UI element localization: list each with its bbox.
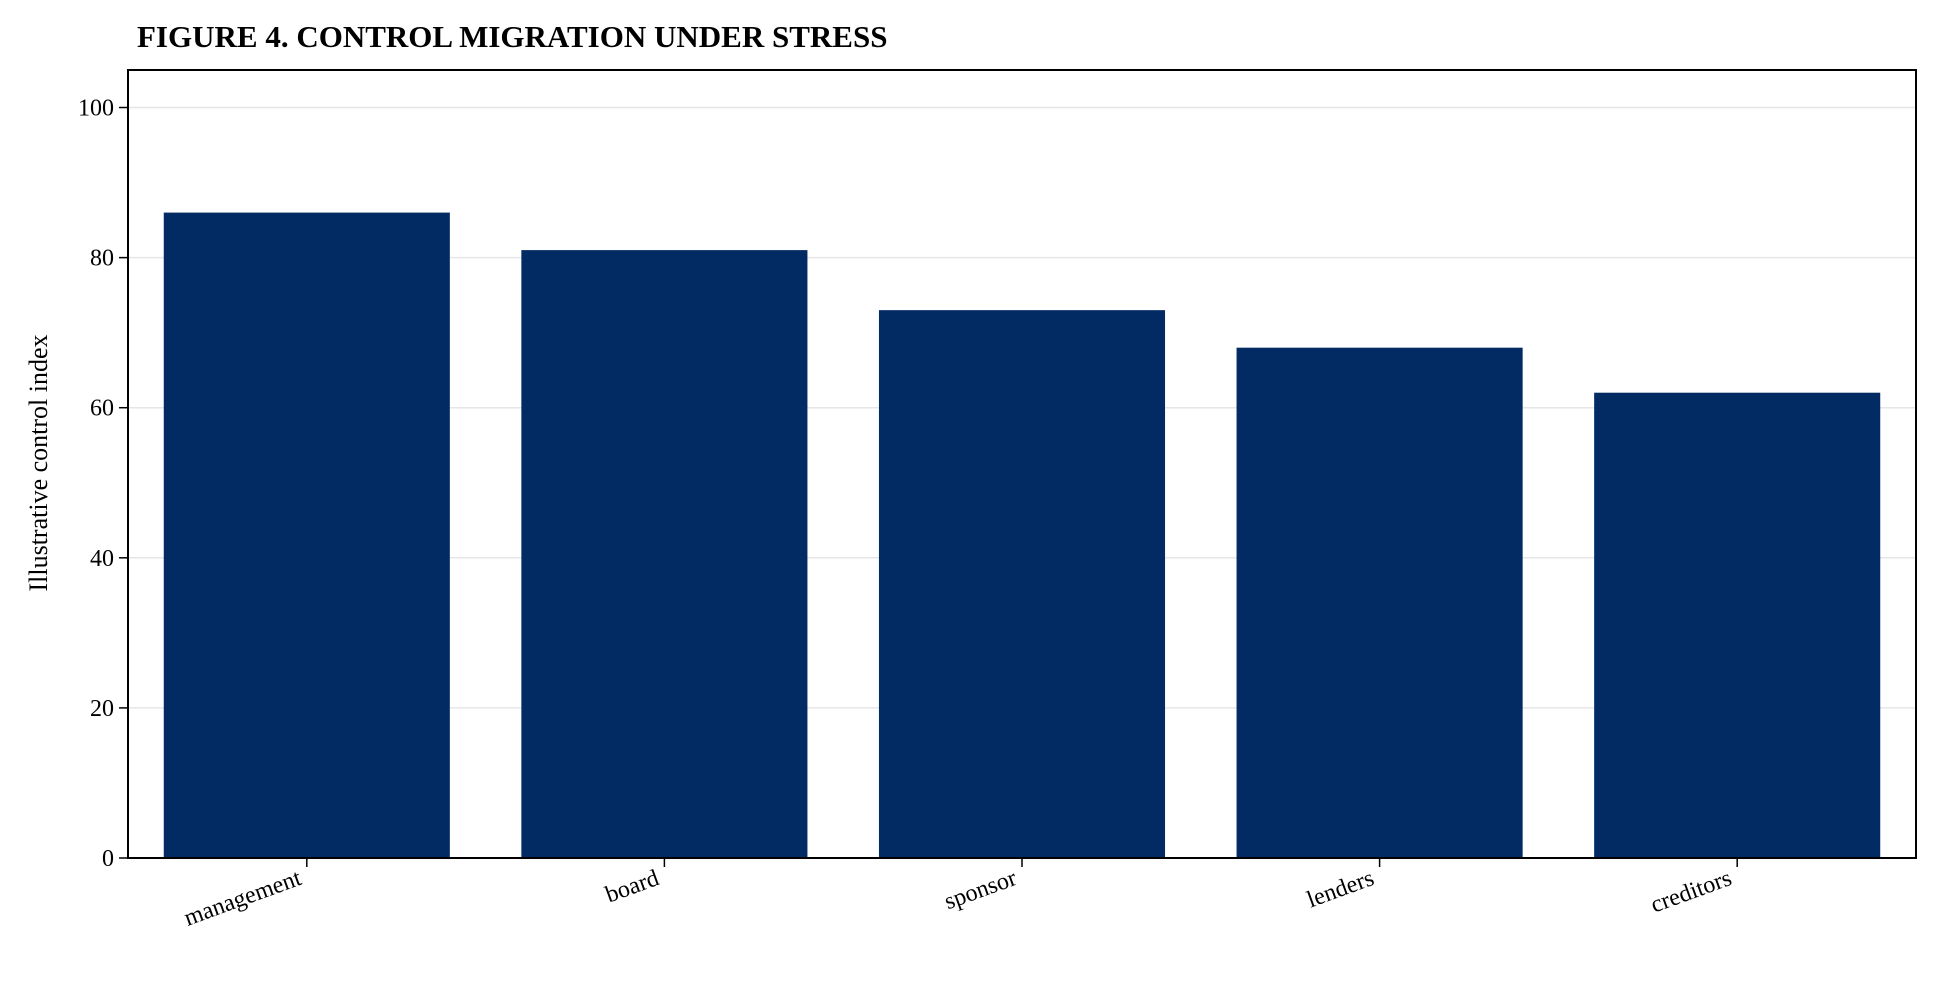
- y-axis: 0 20 40 60 80 100: [78, 96, 128, 872]
- y-tick-label: 80: [90, 246, 114, 272]
- x-tick-label-creditors: creditors: [1647, 865, 1735, 918]
- bars: [163, 212, 1881, 859]
- bar-sponsor: [878, 310, 1166, 859]
- x-tick-label-sponsor: sponsor: [941, 865, 1020, 915]
- bar-creditors: [1594, 392, 1881, 858]
- y-tick-label: 100: [78, 96, 114, 122]
- y-tick-label: 40: [90, 546, 114, 572]
- chart-title: FIGURE 4. CONTROL MIGRATION UNDER STRESS: [137, 19, 887, 54]
- x-tick-label-board: board: [602, 865, 662, 908]
- y-axis-label: Illustrative control index: [24, 334, 53, 591]
- bar-lenders: [1236, 347, 1523, 858]
- y-tick-label: 20: [90, 696, 114, 722]
- bar-board: [521, 250, 808, 859]
- bar-management: [163, 212, 450, 859]
- x-tick-label-lenders: lenders: [1304, 865, 1378, 913]
- y-tick-label: 0: [102, 846, 114, 872]
- plot-frame: [127, 69, 1917, 859]
- x-axis: management board sponsor lenders creditors: [181, 858, 1738, 932]
- x-tick-label-management: management: [181, 865, 305, 931]
- y-tick-label: 60: [90, 396, 114, 422]
